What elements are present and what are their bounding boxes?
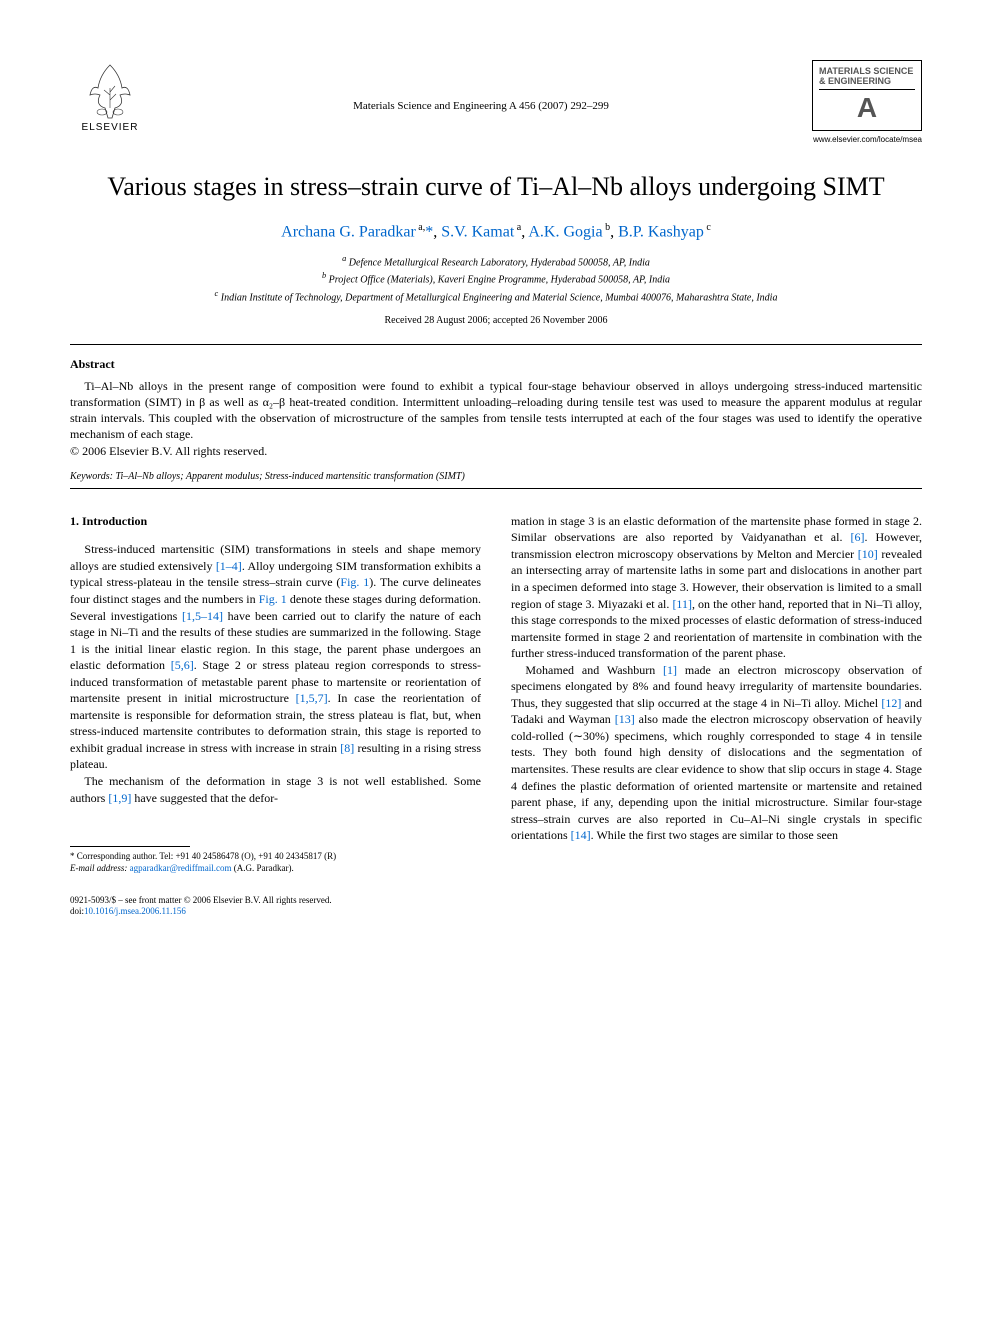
received-line: Received 28 August 2006; accepted 26 Nov…: [70, 315, 922, 326]
doi-line: doi:10.1016/j.msea.2006.11.156: [70, 906, 922, 918]
keywords-line: Keywords: Ti–Al–Nb alloys; Apparent modu…: [70, 471, 922, 482]
journal-reference: Materials Science and Engineering A 456 …: [150, 60, 812, 112]
footnote-rule: [70, 846, 190, 847]
rule-below-keywords: [70, 488, 922, 489]
affiliation-c-text: Indian Institute of Technology, Departme…: [221, 292, 778, 303]
author-sup-2: a: [514, 222, 521, 233]
header-row: ELSEVIER Materials Science and Engineeri…: [70, 60, 922, 144]
doi-link[interactable]: 10.1016/j.msea.2006.11.156: [84, 906, 186, 916]
rp2-text-e: . While the first two stages are similar…: [591, 828, 838, 842]
rp2-text-d: also made the electron microscopy observ…: [511, 712, 922, 842]
affiliation-b-text: Project Office (Materials), Kaveri Engin…: [329, 275, 670, 286]
author-link-2[interactable]: S.V. Kamat: [441, 223, 514, 240]
intro-paragraph-3: Mohamed and Washburn [1] made an electro…: [511, 662, 922, 844]
copyright-line: © 2006 Elsevier B.V. All rights reserved…: [70, 443, 922, 459]
intro-paragraph-2-cont: mation in stage 3 is an elastic deformat…: [511, 513, 922, 662]
abstract-text: Ti–Al–Nb alloys in the present range of …: [70, 379, 922, 442]
journal-logo-container: MATERIALS SCIENCE & ENGINEERING A www.el…: [812, 60, 922, 144]
affiliations: a Defence Metallurgical Research Laborat…: [70, 253, 922, 305]
journal-logo-divider: [819, 89, 915, 90]
ref-link-1-5-14[interactable]: [1,5–14]: [182, 609, 223, 623]
affiliation-a-text: Defence Metallurgical Research Laborator…: [349, 257, 650, 268]
keywords-label: Keywords:: [70, 471, 113, 482]
journal-logo: MATERIALS SCIENCE & ENGINEERING A: [812, 60, 922, 131]
front-matter-line: 0921-5093/$ – see front matter © 2006 El…: [70, 895, 922, 907]
intro-paragraph-2: The mechanism of the deformation in stag…: [70, 773, 481, 806]
author-sup-1: a,: [416, 222, 425, 233]
keywords-text: Ti–Al–Nb alloys; Apparent modulus; Stres…: [115, 471, 464, 482]
section-1-heading: 1. Introduction: [70, 513, 481, 530]
two-column-body: 1. Introduction Stress-induced martensit…: [70, 513, 922, 875]
abstract-heading: Abstract: [70, 357, 922, 372]
authors-line: Archana G. Paradkar a,*, S.V. Kamat a, A…: [70, 222, 922, 241]
ref-link-6[interactable]: [6]: [850, 530, 864, 544]
intro-paragraph-1: Stress-induced martensitic (SIM) transfo…: [70, 541, 481, 773]
affiliation-a: a Defence Metallurgical Research Laborat…: [70, 253, 922, 270]
ref-link-10[interactable]: [10]: [858, 547, 878, 561]
ref-link-1-5-7[interactable]: [1,5,7]: [296, 691, 328, 705]
fig-link-1b[interactable]: Fig. 1: [259, 592, 287, 606]
ref-link-1-9[interactable]: [1,9]: [108, 791, 131, 805]
author-link-4[interactable]: B.P. Kashyap: [618, 223, 704, 240]
ref-link-1-4[interactable]: [1–4]: [216, 559, 242, 573]
fig-link-1a[interactable]: Fig. 1: [340, 575, 369, 589]
affiliation-c: c Indian Institute of Technology, Depart…: [70, 288, 922, 305]
abstract-body: Ti–Al–Nb alloys in the present range of …: [70, 378, 922, 459]
author-sup-4: c: [704, 222, 711, 233]
corresponding-footnote: * Corresponding author. Tel: +91 40 2458…: [70, 851, 481, 874]
doi-label: doi:: [70, 906, 84, 916]
corr-author-line: * Corresponding author. Tel: +91 40 2458…: [70, 851, 481, 863]
author-link-1[interactable]: Archana G. Paradkar: [281, 223, 416, 240]
author-link-3[interactable]: A.K. Gogia: [528, 223, 602, 240]
article-title: Various stages in stress–strain curve of…: [70, 170, 922, 204]
elsevier-tree-icon: [80, 60, 140, 120]
journal-logo-text: MATERIALS SCIENCE & ENGINEERING: [819, 67, 915, 87]
publisher-name: ELSEVIER: [82, 122, 139, 133]
corresponding-star[interactable]: *: [425, 223, 433, 240]
affiliation-b: b Project Office (Materials), Kaveri Eng…: [70, 270, 922, 287]
email-line: E-mail address: agparadkar@rediffmail.co…: [70, 863, 481, 875]
ref-link-1b[interactable]: [1]: [663, 663, 677, 677]
journal-url: www.elsevier.com/locate/msea: [812, 135, 922, 144]
ref-link-13[interactable]: [13]: [615, 712, 635, 726]
left-column: 1. Introduction Stress-induced martensit…: [70, 513, 481, 875]
email-link[interactable]: agparadkar@rediffmail.com: [130, 863, 232, 873]
right-column: mation in stage 3 is an elastic deformat…: [511, 513, 922, 875]
ref-link-5-6[interactable]: [5,6]: [171, 658, 194, 672]
footer-bar: 0921-5093/$ – see front matter © 2006 El…: [70, 895, 922, 918]
ref-link-12[interactable]: [12]: [881, 696, 901, 710]
p2-text-b: have suggested that the defor-: [131, 791, 278, 805]
ref-link-8[interactable]: [8]: [340, 741, 354, 755]
rule-above-abstract: [70, 344, 922, 345]
journal-logo-letter: A: [819, 92, 915, 124]
ref-link-14[interactable]: [14]: [571, 828, 591, 842]
ref-link-11[interactable]: [11]: [672, 597, 692, 611]
publisher-logo: ELSEVIER: [70, 60, 150, 133]
email-label: E-mail address:: [70, 863, 127, 873]
author-sup-3: b: [603, 222, 611, 233]
rp2-text-a: Mohamed and Washburn: [525, 663, 663, 677]
email-tail: (A.G. Paradkar).: [232, 863, 294, 873]
